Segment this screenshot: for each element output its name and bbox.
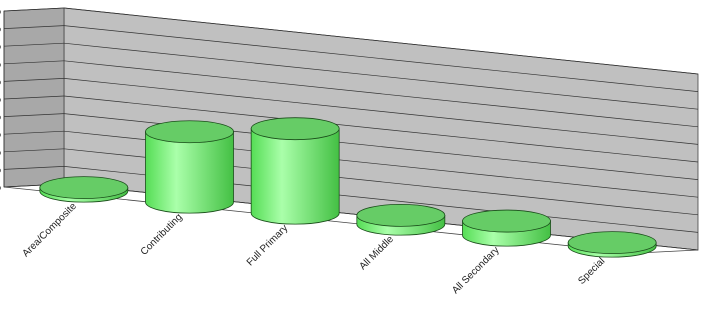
y-tick-label: 50%: [0, 94, 1, 104]
cylinder-top: [462, 209, 551, 233]
series-cylinders: [39, 117, 657, 258]
gridline: [63, 25, 699, 92]
y-tick-label: 0%: [0, 182, 1, 192]
category-label: All Middle: [358, 234, 397, 273]
cylinder-special: [567, 231, 657, 258]
y-tick-label: 60%: [0, 76, 1, 86]
gridline-side: [3, 148, 65, 153]
gridline-side: [3, 95, 65, 100]
y-axis: 0% 10% 20% 30% 40% 50% 60% 70% 80% 90% 100%: [0, 6, 5, 192]
gridline-side: [3, 25, 65, 29]
cylinder-full-primary: [250, 117, 340, 225]
cylinder-top: [145, 120, 234, 144]
cylinder-top: [39, 176, 129, 200]
chart-walls: [3, 7, 699, 254]
y-tick-label: 20%: [0, 147, 1, 157]
cylinder-all-middle: [356, 203, 446, 236]
category-label: Full Primary: [245, 223, 290, 268]
y-tick-label: 10%: [0, 164, 1, 174]
y-tick-label: 80%: [0, 41, 1, 51]
gridline: [63, 60, 699, 128]
y-tick-label: 100%: [0, 6, 1, 16]
gridline-side: [3, 130, 65, 135]
gridline-side: [3, 60, 65, 65]
category-label: Special: [576, 256, 607, 287]
gridline-side: [3, 113, 65, 117]
y-tick-label: 70%: [0, 59, 1, 69]
y-tick-label: 30%: [0, 129, 1, 139]
category-label: All Secondary: [450, 245, 501, 296]
cylinder-contributing: [145, 120, 234, 214]
y-tick-label: 90%: [0, 24, 1, 34]
cylinder-top: [250, 117, 340, 141]
gridline-side: [3, 78, 65, 82]
gridline-side: [3, 42, 65, 47]
cylinder-body: [250, 128, 340, 225]
cylinder-top: [567, 231, 657, 255]
gridline: [63, 78, 699, 145]
cylinder-area-composite: [39, 176, 129, 203]
gridline-side: [3, 166, 65, 170]
gridline: [63, 7, 699, 75]
gridline: [63, 95, 699, 163]
gridline: [63, 42, 699, 110]
cylinder-top: [356, 203, 446, 227]
y-tick-label: 40%: [0, 112, 1, 122]
cylinder-body: [145, 131, 234, 214]
gridline-side: [3, 7, 65, 12]
cylinder-all-secondary: [462, 209, 551, 247]
category-label: Contributing: [139, 212, 185, 258]
category-label: Area/Composite: [20, 201, 79, 260]
